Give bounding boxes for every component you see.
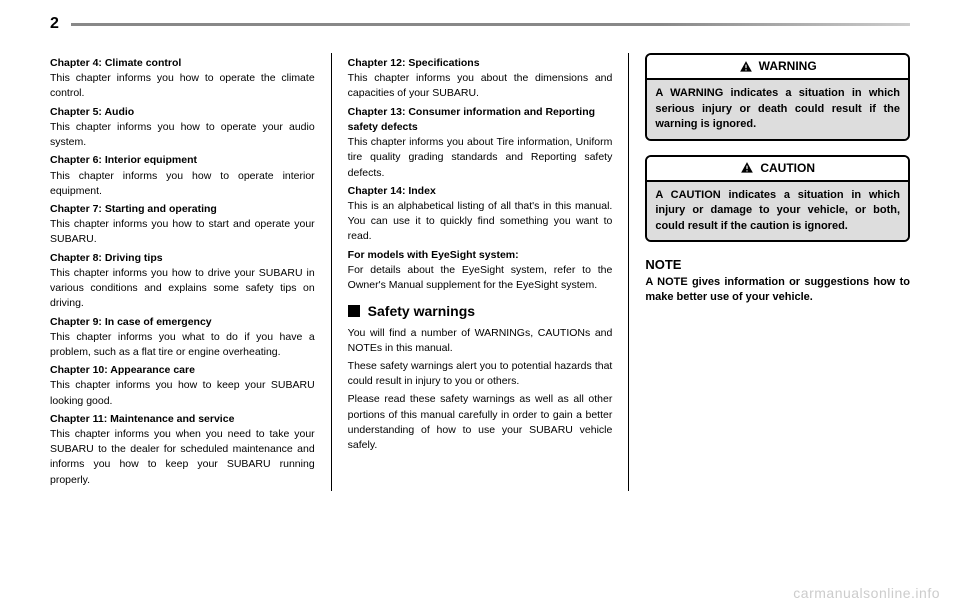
chapter-7-text: This chapter informs you how to start an…	[50, 217, 315, 247]
chapter-4-title: Chapter 4: Climate control	[50, 56, 315, 71]
column-divider-2	[628, 53, 629, 491]
column-1: Chapter 4: Climate control This chapter …	[50, 53, 327, 491]
chapter-14-text: This is an alphabetical listing of all t…	[348, 199, 613, 245]
eyesight-text: For details about the EyeSight system, r…	[348, 263, 613, 293]
chapter-13-title: Chapter 13: Consumer information and Rep…	[348, 105, 613, 135]
caution-header: CAUTION	[647, 157, 908, 182]
chapter-10-title: Chapter 10: Appearance care	[50, 363, 315, 378]
safety-paragraph-3: Please read these safety warnings as wel…	[348, 392, 613, 453]
eyesight-title: For models with EyeSight system:	[348, 248, 613, 263]
chapter-6-text: This chapter informs you how to operate …	[50, 169, 315, 199]
header-rule	[71, 23, 910, 26]
chapter-9-title: Chapter 9: In case of emergency	[50, 315, 315, 330]
note-text: A NOTE gives information or suggestions …	[645, 275, 910, 306]
page-number: 2	[50, 15, 59, 33]
chapter-10-text: This chapter informs you how to keep you…	[50, 378, 315, 408]
caution-box: CAUTION A CAUTION indicates a situation …	[645, 155, 910, 243]
chapter-8-title: Chapter 8: Driving tips	[50, 251, 315, 266]
safety-warnings-label: Safety warnings	[368, 301, 475, 321]
safety-paragraph-1: You will find a number of WARNINGs, CAUT…	[348, 326, 613, 356]
column-3: WARNING A WARNING indicates a situation …	[633, 53, 910, 491]
caution-triangle-icon	[740, 161, 754, 175]
watermark: carmanualsonline.info	[793, 585, 940, 601]
chapter-8-text: This chapter informs you how to drive yo…	[50, 266, 315, 312]
chapter-12-text: This chapter informs you about the dimen…	[348, 71, 613, 101]
content-columns: Chapter 4: Climate control This chapter …	[0, 41, 960, 491]
note-heading: NOTE	[645, 256, 910, 275]
warning-triangle-icon	[739, 60, 753, 74]
chapter-5-title: Chapter 5: Audio	[50, 105, 315, 120]
page-header: 2	[0, 0, 960, 41]
warning-box: WARNING A WARNING indicates a situation …	[645, 53, 910, 141]
column-2: Chapter 12: Specifications This chapter …	[336, 53, 625, 491]
chapter-12-title: Chapter 12: Specifications	[348, 56, 613, 71]
warning-header: WARNING	[647, 55, 908, 80]
chapter-11-title: Chapter 11: Maintenance and service	[50, 412, 315, 427]
chapter-13-text: This chapter informs you about Tire info…	[348, 135, 613, 181]
chapter-6-title: Chapter 6: Interior equipment	[50, 153, 315, 168]
caution-body: A CAUTION indicates a situation in which…	[647, 182, 908, 240]
safety-paragraph-2: These safety warnings alert you to poten…	[348, 359, 613, 389]
section-marker-icon	[348, 305, 360, 317]
chapter-14-title: Chapter 14: Index	[348, 184, 613, 199]
warning-label: WARNING	[759, 58, 817, 75]
chapter-9-text: This chapter informs you what to do if y…	[50, 330, 315, 360]
warning-body: A WARNING indicates a situation in which…	[647, 80, 908, 138]
column-divider-1	[331, 53, 332, 491]
chapter-7-title: Chapter 7: Starting and operating	[50, 202, 315, 217]
caution-label: CAUTION	[760, 160, 815, 177]
safety-warnings-heading: Safety warnings	[348, 301, 613, 321]
chapter-5-text: This chapter informs you how to operate …	[50, 120, 315, 150]
chapter-4-text: This chapter informs you how to operate …	[50, 71, 315, 101]
chapter-11-text: This chapter informs you when you need t…	[50, 427, 315, 488]
